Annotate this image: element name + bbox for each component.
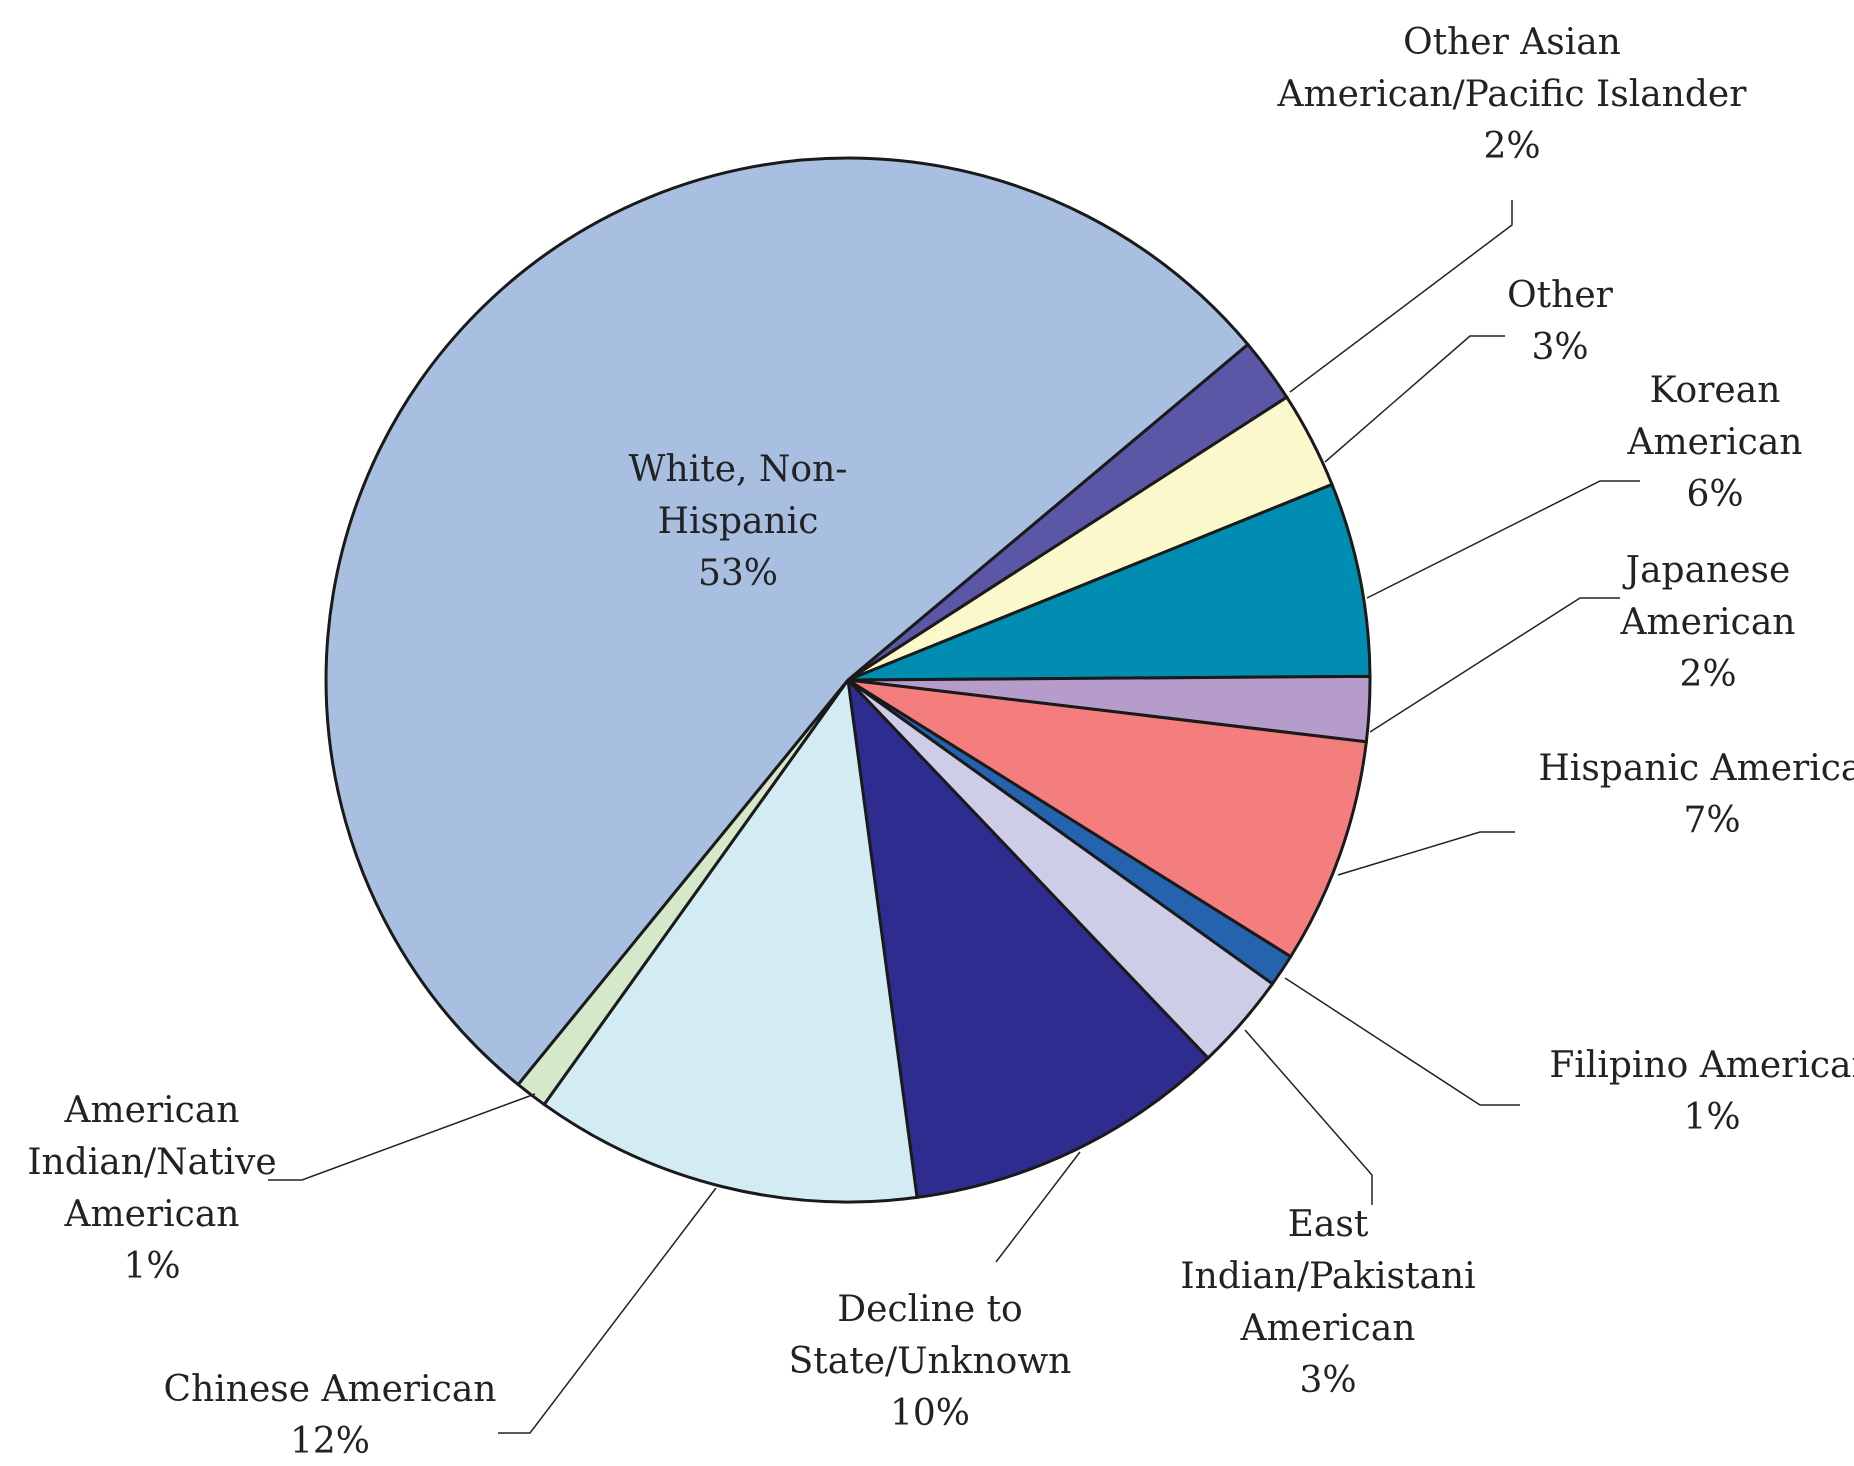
label-other: Other 3% (1507, 275, 1613, 368)
category-label: Decline to (837, 1289, 1022, 1330)
category-label: State/Unknown (789, 1341, 1072, 1382)
slice-chinese-american (542, 676, 919, 1204)
category-label: American/Pacific Islander (1277, 74, 1748, 115)
value-label: 12% (290, 1421, 370, 1462)
category-label: Japanese (1622, 550, 1791, 591)
category-label: Korean (1650, 370, 1781, 411)
label-filipino-american: Filipino American 1% (1549, 1045, 1854, 1138)
value-label: 2% (1679, 654, 1736, 695)
slice-white-non-hispanic (324, 156, 1250, 1087)
category-label: East (1288, 1204, 1369, 1245)
category-label: American (64, 1194, 240, 1235)
slice-korean-american (847, 482, 1372, 682)
category-label: White, Non- (629, 449, 848, 490)
slice-labels: Other Asian American/Pacific Islander 2%Ot… (27, 22, 1854, 1462)
category-label: Filipino American (1549, 1045, 1854, 1086)
category-label: American (1627, 422, 1803, 463)
category-label: American (64, 1090, 240, 1131)
leader-line-japanese-american (1369, 597, 1620, 733)
value-label: 3% (1299, 1360, 1356, 1401)
value-label: 3% (1531, 327, 1588, 368)
label-white-non-hispanic: White, Non- Hispanic 53% (629, 449, 848, 594)
slice-decline-to-state-unknown (845, 675, 1211, 1200)
leader-line-east-indian-pakistani-american (1244, 1029, 1373, 1205)
category-label: Hispanic American (1538, 748, 1854, 789)
label-decline-to-state-unknown: Decline to State/Unknown 10% (789, 1289, 1072, 1434)
value-label: 6% (1686, 474, 1743, 515)
value-label: 1% (123, 1246, 180, 1287)
label-american-indian-native-american: American Indian/Native American 1% (27, 1090, 276, 1287)
category-label: American (1240, 1308, 1416, 1349)
leader-line-other-asian-american-pacific-islander (1289, 200, 1513, 393)
category-label: Hispanic (658, 501, 819, 542)
label-chinese-american: Chinese American 12% (164, 1369, 497, 1462)
label-other-asian-american-pacific-islander: Other Asian American/Pacific Islander 2% (1277, 22, 1748, 167)
category-label: Indian/Pakistani (1180, 1256, 1475, 1297)
value-label: 1% (1683, 1097, 1740, 1138)
category-label: Other (1507, 275, 1613, 316)
label-korean-american: Korean American 6% (1627, 370, 1803, 515)
leader-line-decline-to-state-unknown (995, 1151, 1081, 1263)
label-hispanic-american: Hispanic American 7% (1538, 748, 1854, 841)
leader-line-chinese-american (498, 1187, 717, 1434)
leader-line-american-indian-native-american (268, 1093, 536, 1181)
leader-line-korean-american (1366, 480, 1640, 599)
label-east-indian-pakistani-american: East Indian/Pakistani American 3% (1180, 1204, 1475, 1401)
value-label: 2% (1483, 126, 1540, 167)
leader-line-filipino-american (1284, 977, 1520, 1106)
leader-line-hispanic-american (1337, 831, 1515, 876)
value-label: 10% (890, 1393, 970, 1434)
leader-lines (268, 200, 1640, 1434)
leader-line-other (1324, 335, 1505, 463)
value-label: 7% (1683, 800, 1740, 841)
category-label: Indian/Native (27, 1142, 276, 1183)
category-label: Chinese American (164, 1369, 497, 1410)
value-label: 53% (698, 553, 778, 594)
label-japanese-american: Japanese American 2% (1620, 550, 1796, 695)
pie-slices (324, 156, 1372, 1204)
slice-hispanic-american (847, 678, 1368, 959)
category-label: American (1620, 602, 1796, 643)
category-label: Other Asian (1403, 22, 1621, 63)
